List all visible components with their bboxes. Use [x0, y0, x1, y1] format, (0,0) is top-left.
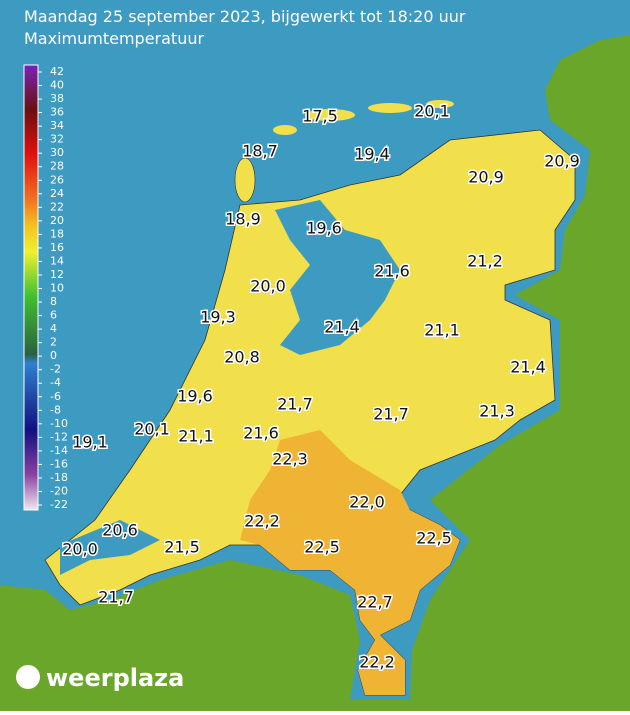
station-value: 20,1 [414, 102, 450, 121]
legend-label: 30 [50, 146, 64, 159]
legend-label: 4 [50, 322, 57, 335]
logo: weerplaza [46, 664, 184, 692]
subtitle: Maximumtemperatuur [24, 29, 204, 48]
legend-label: -2 [50, 363, 61, 376]
island [426, 100, 454, 108]
legend-label: 34 [50, 119, 64, 132]
station-value: 21,3 [479, 402, 515, 421]
island [305, 109, 355, 121]
legend-label: -18 [50, 471, 68, 484]
legend-label: 20 [50, 214, 64, 227]
station-value: 20,8 [224, 348, 260, 367]
station-value: 21,5 [164, 538, 200, 557]
legend-bar [23, 64, 39, 511]
legend-label: -4 [50, 376, 61, 389]
legend-label: 0 [50, 349, 57, 362]
legend-label: 40 [50, 79, 64, 92]
legend-label: 42 [50, 65, 64, 78]
legend-label: -6 [50, 390, 61, 403]
station-value: 21,2 [467, 252, 503, 271]
station-value: 21,4 [510, 358, 546, 377]
station-value: 18,7 [242, 142, 278, 161]
station-value: 21,1 [178, 427, 214, 446]
station-value: 19,1 [72, 433, 108, 452]
station-value: 22,2 [244, 512, 280, 531]
station-value: 18,9 [225, 210, 261, 229]
legend-label: 22 [50, 200, 64, 213]
station-value: 20,6 [102, 521, 138, 540]
station-value: 22,3 [272, 450, 308, 469]
station-value: 21,6 [374, 262, 410, 281]
station-value: 22,0 [349, 493, 385, 512]
zeeland-water [60, 520, 160, 575]
legend-label: 10 [50, 282, 64, 295]
legend-label: -16 [50, 457, 68, 470]
logo-icon [16, 665, 40, 689]
station-value: 20,1 [134, 420, 170, 439]
legend-label: 14 [50, 254, 64, 267]
legend-label: 26 [50, 173, 64, 186]
legend-label: 6 [50, 309, 57, 322]
legend-label: 32 [50, 133, 64, 146]
legend-label: -8 [50, 403, 61, 416]
station-value: 22,7 [357, 593, 393, 612]
land [0, 35, 630, 711]
station-value: 22,5 [416, 529, 452, 548]
island [368, 103, 412, 113]
station-value: 19,3 [200, 308, 236, 327]
title: Maandag 25 september 2023, bijgewerkt to… [24, 7, 466, 26]
legend-label: 38 [50, 92, 64, 105]
station-value: 21,1 [424, 321, 460, 340]
legend-label: 18 [50, 227, 64, 240]
station-value: 19,6 [177, 387, 213, 406]
island [234, 157, 256, 203]
station-value: 19,4 [354, 145, 390, 164]
ijsselmeer [275, 200, 400, 355]
station-value: 22,2 [359, 653, 395, 672]
station-value: 21,7 [277, 395, 313, 414]
station-value: 20,9 [468, 168, 504, 187]
station-value: 17,5 [302, 107, 338, 126]
warm-region [240, 430, 460, 695]
legend-label: 28 [50, 160, 64, 173]
station-value: 20,9 [544, 152, 580, 171]
station-value: 20,0 [250, 277, 286, 296]
station-value: 21,6 [243, 424, 279, 443]
station-value: 19,6 [306, 219, 342, 238]
station-value: 21,7 [98, 588, 134, 607]
legend-label: -14 [50, 444, 68, 457]
legend-label: 24 [50, 187, 64, 200]
station-value: 21,4 [324, 318, 360, 337]
legend-label: 36 [50, 106, 64, 119]
station-value: 20,0 [62, 540, 98, 559]
legend-label: -20 [50, 484, 68, 497]
legend-label: 12 [50, 268, 64, 281]
island [273, 125, 297, 135]
station-value: 22,5 [304, 538, 340, 557]
station-value: 21,7 [373, 405, 409, 424]
legend-label: -12 [50, 430, 68, 443]
legend-label: 16 [50, 241, 64, 254]
legend-label: 2 [50, 336, 57, 349]
legend-label: -10 [50, 417, 68, 430]
legend-label: 8 [50, 295, 57, 308]
legend-label: -22 [50, 498, 68, 511]
